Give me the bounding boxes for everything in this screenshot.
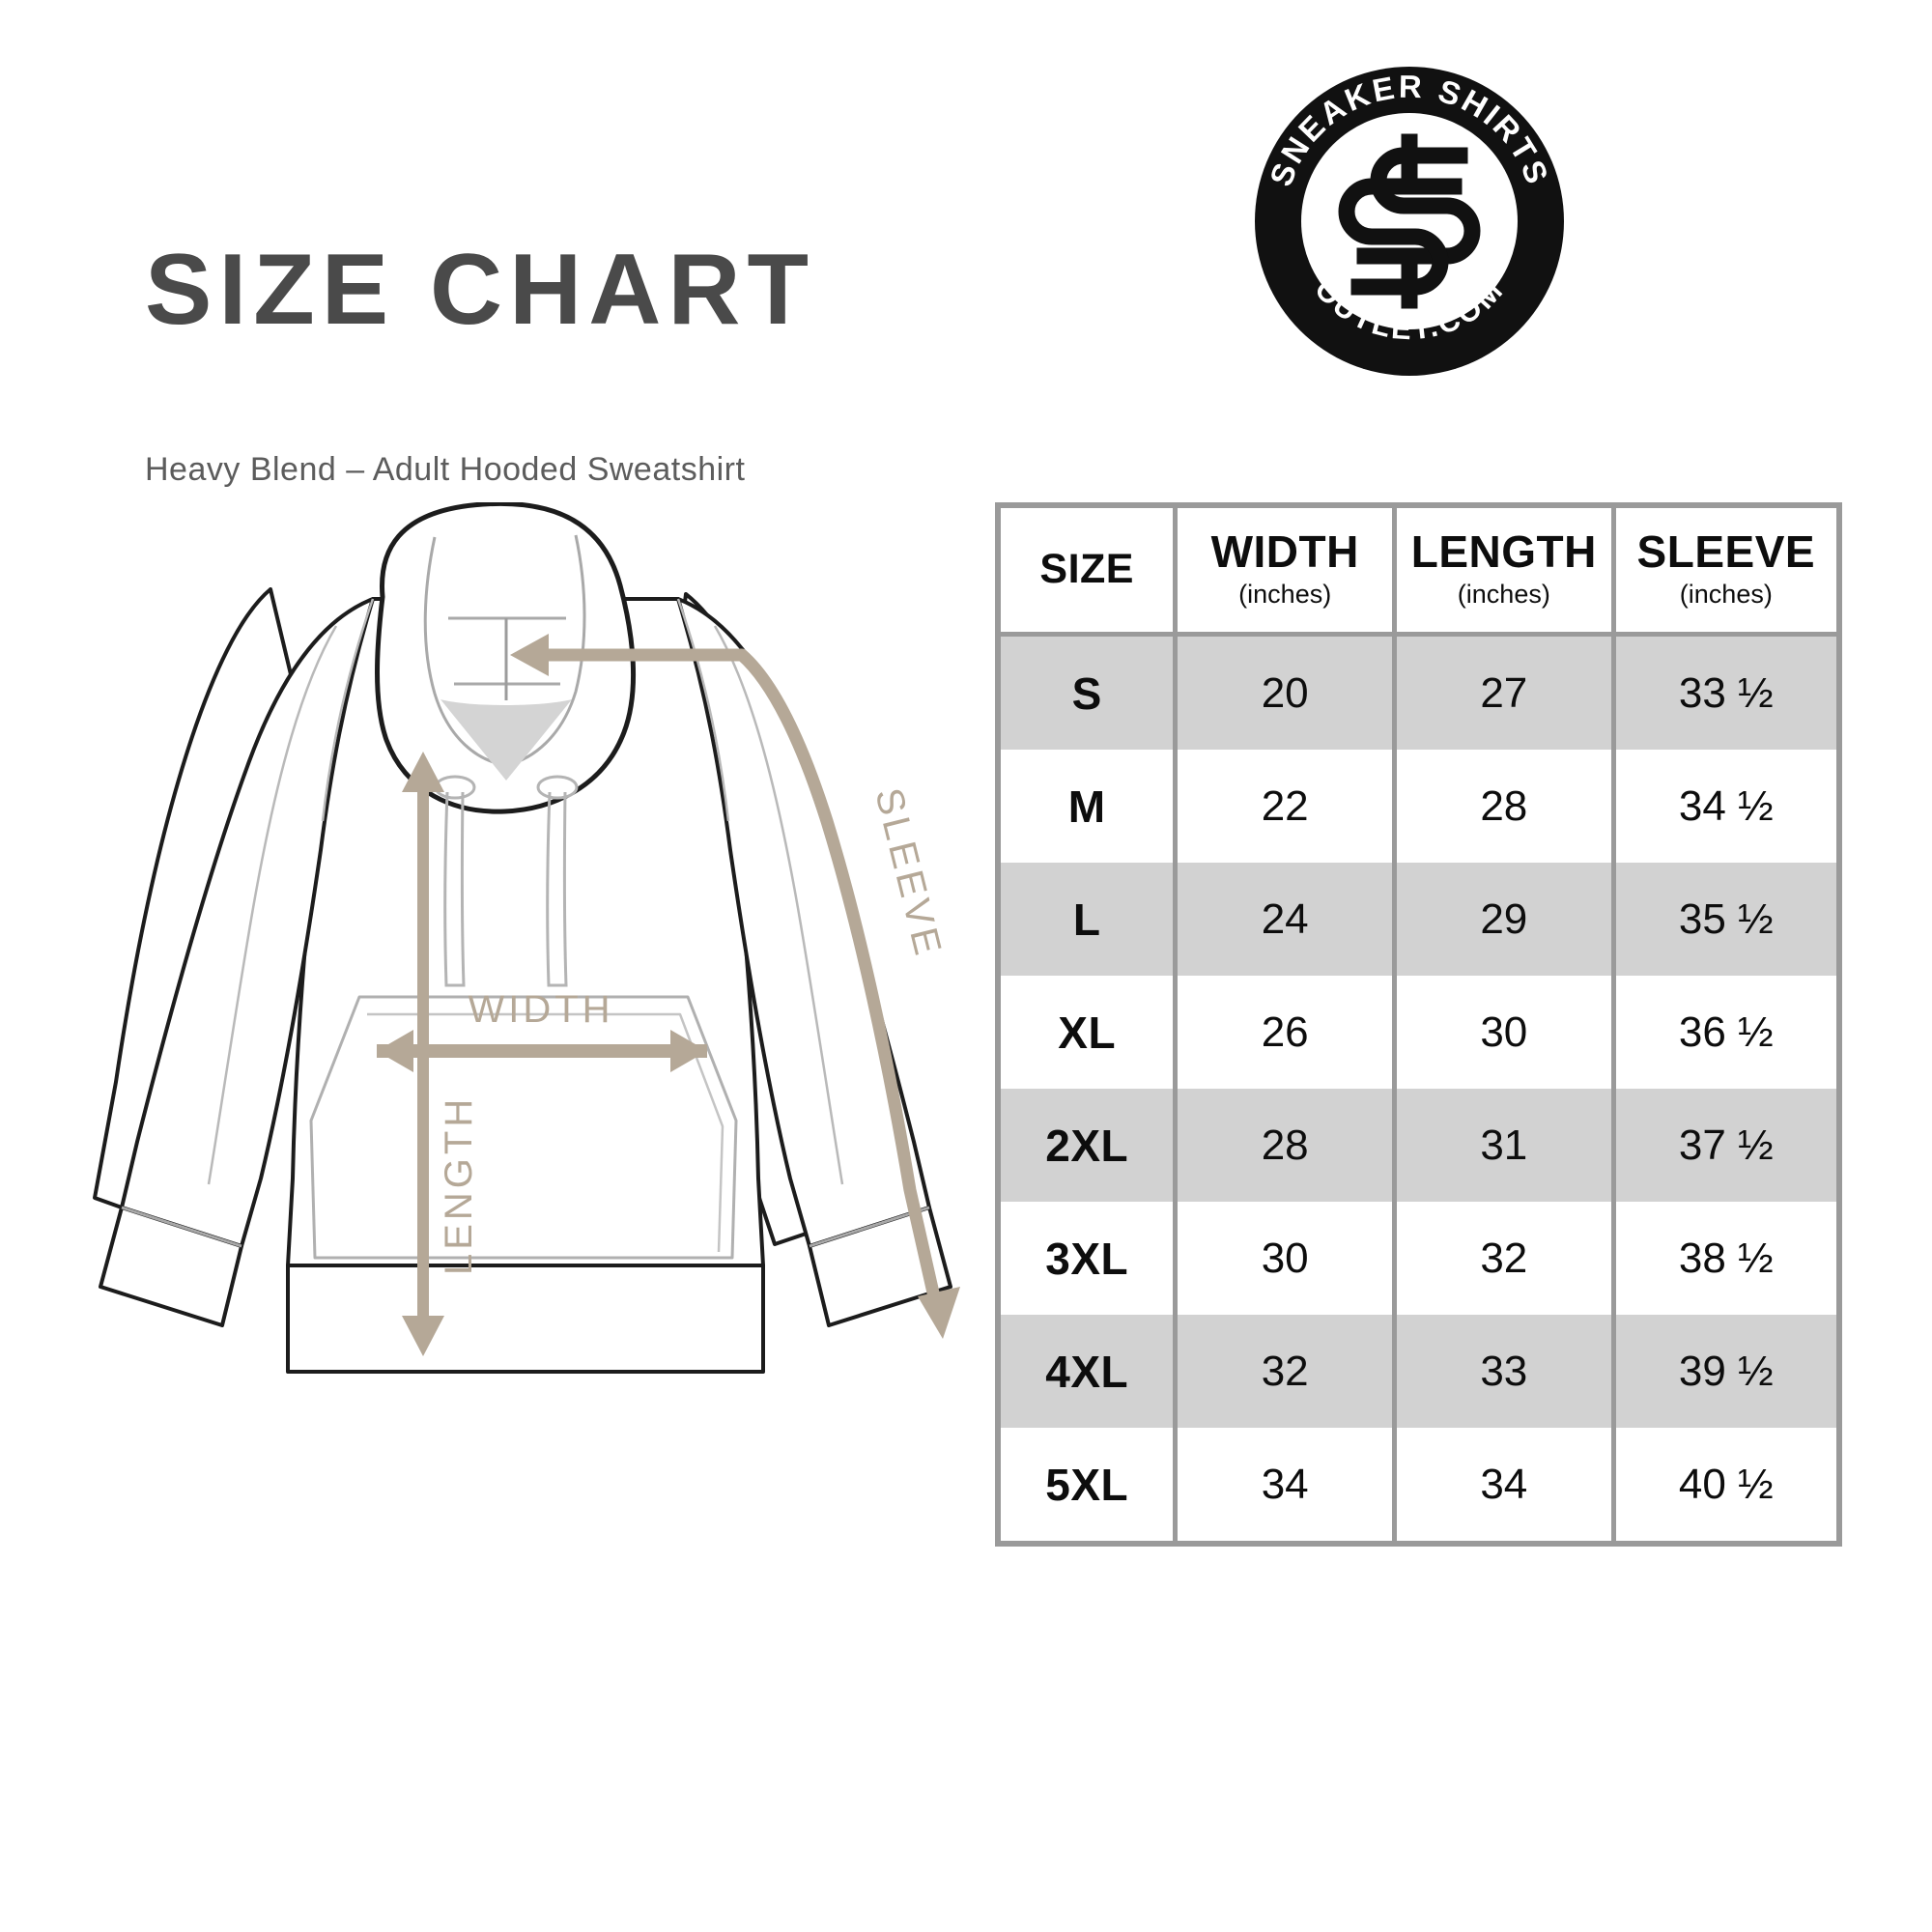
hoodie-hem-band [286,1264,765,1374]
size-table-body: S 20 27 33 ½ M 22 28 34 ½ L 24 29 35 ½ XL 26 30 36 ½ 2XL… [1001,637,1836,1541]
size-table-container: SIZE WIDTH (inches) LENGTH (inches) SLEE… [995,502,1842,1547]
table-row: 3XL 30 32 38 ½ [1001,1202,1836,1315]
cell-width: 34 [1178,1428,1397,1541]
table-row: 2XL 28 31 37 ½ [1001,1089,1836,1202]
column-header-width-label: WIDTH [1210,526,1359,578]
cell-length: 34 [1397,1428,1616,1541]
cell-length: 30 [1397,976,1616,1089]
column-header-length-label: LENGTH [1410,526,1597,578]
cell-size: M [1001,750,1179,863]
size-table: SIZE WIDTH (inches) LENGTH (inches) SLEE… [995,502,1842,1547]
table-row: L 24 29 35 ½ [1001,863,1836,976]
title-block: SIZE CHART [145,240,918,340]
cell-length: 29 [1397,863,1616,976]
width-label: WIDTH [468,988,613,1031]
cell-sleeve: 37 ½ [1615,1089,1836,1202]
cell-sleeve: 33 ½ [1615,637,1836,750]
table-header-row: SIZE WIDTH (inches) LENGTH (inches) SLEE… [1001,508,1836,637]
cell-sleeve: 36 ½ [1615,976,1836,1089]
cell-width: 32 [1178,1315,1397,1428]
column-header-width-unit: (inches) [1238,579,1332,609]
column-header-width: WIDTH (inches) [1178,508,1397,637]
column-header-sleeve-label: SLEEVE [1636,526,1816,578]
cell-length: 27 [1397,637,1616,750]
column-header-sleeve-unit: (inches) [1679,579,1773,609]
cell-size: 3XL [1001,1202,1179,1315]
hoodie-drawstrings [434,775,579,987]
page-title: SIZE CHART [145,234,815,346]
width-measure-arrow [377,1030,707,1072]
table-row: S 20 27 33 ½ [1001,637,1836,750]
cell-size: S [1001,637,1179,750]
cell-length: 28 [1397,750,1616,863]
cell-width: 26 [1178,976,1397,1089]
column-header-size-label: SIZE [1039,546,1134,593]
cell-width: 30 [1178,1202,1397,1315]
cell-size: 4XL [1001,1315,1179,1428]
cell-width: 28 [1178,1089,1397,1202]
hoodie-neck-opening [440,699,572,781]
hoodie-pocket [309,995,738,1260]
column-header-sleeve: SLEEVE (inches) [1615,508,1836,637]
cell-sleeve: 39 ½ [1615,1315,1836,1428]
length-measure-arrow [402,752,444,1356]
sleeve-label: SLEEVE [867,784,950,963]
brand-logo: SNEAKER SHIRTS OUTLET.COM [1249,61,1570,382]
table-row: XL 26 30 36 ½ [1001,976,1836,1089]
cell-length: 33 [1397,1315,1616,1428]
table-row: 4XL 32 33 39 ½ [1001,1315,1836,1428]
cell-width: 24 [1178,863,1397,976]
cell-width: 20 [1178,637,1397,750]
cell-length: 31 [1397,1089,1616,1202]
cell-sleeve: 38 ½ [1615,1202,1836,1315]
table-row: M 22 28 34 ½ [1001,750,1836,863]
logo-monogram-icon [1338,133,1481,309]
cell-width: 22 [1178,750,1397,863]
cell-sleeve: 35 ½ [1615,863,1836,976]
length-label: LENGTH [438,1095,480,1275]
size-table-head: SIZE WIDTH (inches) LENGTH (inches) SLEE… [1001,508,1836,637]
column-header-length: LENGTH (inches) [1397,508,1616,637]
cell-size: 5XL [1001,1428,1179,1541]
hoodie-illustration: WIDTH LENGTH SLEEVE [87,502,985,1575]
cell-size: L [1001,863,1179,976]
cell-sleeve: 40 ½ [1615,1428,1836,1541]
cell-length: 32 [1397,1202,1616,1315]
sleeve-measure-arrow [510,634,960,1339]
table-row: 5XL 34 34 40 ½ [1001,1428,1836,1541]
page-subtitle: Heavy Blend – Adult Hooded Sweatshirt [145,451,746,488]
cell-size: 2XL [1001,1089,1179,1202]
cell-sleeve: 34 ½ [1615,750,1836,863]
column-header-size: SIZE [1001,508,1179,637]
cell-size: XL [1001,976,1179,1089]
column-header-length-unit: (inches) [1457,579,1550,609]
